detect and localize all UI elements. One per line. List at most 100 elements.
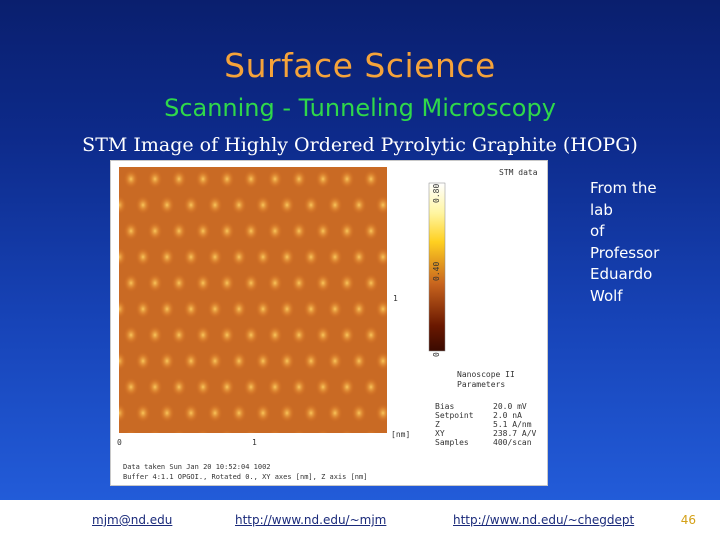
lattice-bump	[291, 273, 307, 293]
lattice-bump	[207, 247, 223, 267]
param-label: Samples	[435, 438, 469, 447]
lattice-bump	[231, 247, 247, 267]
lattice-bump	[375, 247, 387, 267]
lattice-bump	[339, 169, 355, 189]
lattice-bump	[135, 403, 151, 423]
lattice-bump	[196, 429, 210, 433]
lattice-bump	[195, 169, 211, 189]
lattice-bump	[399, 195, 415, 215]
y-axis-tick-1: 1	[393, 294, 398, 303]
lattice-bump	[375, 195, 387, 215]
param-value: 400/scan	[493, 438, 532, 447]
lattice-bump	[231, 351, 247, 371]
lattice-bump	[327, 299, 343, 319]
lattice-bump	[255, 195, 271, 215]
instrument-params-heading: Parameters	[457, 380, 505, 389]
param-label: Bias	[435, 402, 454, 411]
lattice-bump	[291, 221, 307, 241]
colorbar-tick-top: 0.80	[432, 184, 441, 203]
lattice-bump	[123, 325, 139, 345]
param-value: 238.7 A/V	[493, 429, 537, 438]
x-axis-tick-0: 0	[117, 438, 122, 447]
lattice-bump	[243, 325, 259, 345]
lattice-bump	[255, 351, 271, 371]
lattice-bump	[119, 299, 127, 319]
lattice-bump	[363, 377, 379, 397]
lattice-bump	[119, 403, 127, 423]
lattice-bump	[267, 221, 283, 241]
lattice-bump	[135, 247, 151, 267]
param-value: 20.0 mV	[493, 402, 527, 411]
lattice-bump	[172, 429, 186, 433]
lattice-bump	[183, 247, 199, 267]
lattice-bump	[244, 429, 258, 433]
lattice-bump	[243, 377, 259, 397]
lattice-bump	[147, 169, 163, 189]
lattice-bump	[159, 195, 175, 215]
lattice-bump	[159, 403, 175, 423]
email-link[interactable]: mjm@nd.edu	[92, 513, 173, 527]
lattice-bump	[243, 169, 259, 189]
lattice-bump	[411, 429, 427, 449]
credit-line: Wolf	[590, 286, 623, 305]
lattice-bump	[316, 429, 330, 433]
lattice-bump	[147, 377, 163, 397]
stm-colorbar	[428, 182, 446, 352]
lattice-bump	[171, 273, 187, 293]
lattice-bump	[219, 377, 235, 397]
lattice-bump	[279, 351, 295, 371]
lattice-bump	[291, 169, 307, 189]
department-link[interactable]: http://www.nd.edu/~chegdept	[453, 513, 635, 527]
lattice-bump	[387, 221, 403, 241]
instrument-name: Nanoscope II	[457, 370, 515, 379]
credit-line: From the	[590, 179, 657, 197]
lattice-bump	[183, 403, 199, 423]
slide-title: Surface Science	[224, 46, 496, 85]
lattice-bump	[123, 169, 139, 189]
lattice-bump	[171, 325, 187, 345]
homepage-link[interactable]: http://www.nd.edu/~mjm	[235, 513, 387, 527]
x-axis-unit: [nm]	[391, 430, 410, 439]
lattice-bump	[351, 195, 367, 215]
lattice-bump	[315, 221, 331, 241]
lattice-bump	[387, 169, 403, 189]
colorbar-tick-bottom: 0	[432, 352, 441, 357]
lattice-bump	[327, 195, 343, 215]
lattice-bump	[231, 195, 247, 215]
lattice-bump	[219, 169, 235, 189]
lattice-bump	[351, 247, 367, 267]
lattice-bump	[303, 351, 319, 371]
lattice-bump	[279, 299, 295, 319]
lattice-bump	[147, 273, 163, 293]
lattice-bump	[291, 325, 307, 345]
lattice-bump	[411, 325, 427, 345]
lattice-bump	[231, 299, 247, 319]
lattice-bump	[375, 403, 387, 423]
lattice-bump	[255, 299, 271, 319]
lattice-bump	[195, 221, 211, 241]
lattice-bump	[207, 195, 223, 215]
lattice-bump	[267, 273, 283, 293]
credit-line: lab	[590, 200, 613, 219]
lattice-bump	[351, 403, 367, 423]
slide-footer: mjm@nd.edu http://www.nd.edu/~mjm http:/…	[0, 500, 720, 540]
lattice-bump	[351, 351, 367, 371]
lattice-bump	[195, 273, 211, 293]
lattice-bump	[219, 221, 235, 241]
lattice-bump	[183, 195, 199, 215]
lattice-bump	[171, 377, 187, 397]
lattice-bump	[279, 403, 295, 423]
lattice-bump	[315, 325, 331, 345]
lattice-bump	[119, 247, 127, 267]
lab-credit: From the lab of Professor Eduardo Wolf	[590, 178, 710, 307]
lattice-bump	[387, 273, 403, 293]
lattice-bump	[339, 377, 355, 397]
lattice-bump	[243, 221, 259, 241]
lattice-bump	[279, 247, 295, 267]
lattice-bump	[387, 377, 403, 397]
stm-image-panel: STM data 0.80 0.40 0 0 1 [nm] 1 Nanoscop…	[110, 160, 548, 486]
lattice-bump	[399, 351, 415, 371]
lattice-bump	[231, 403, 247, 423]
lattice-bump	[267, 169, 283, 189]
lattice-bump	[219, 325, 235, 345]
